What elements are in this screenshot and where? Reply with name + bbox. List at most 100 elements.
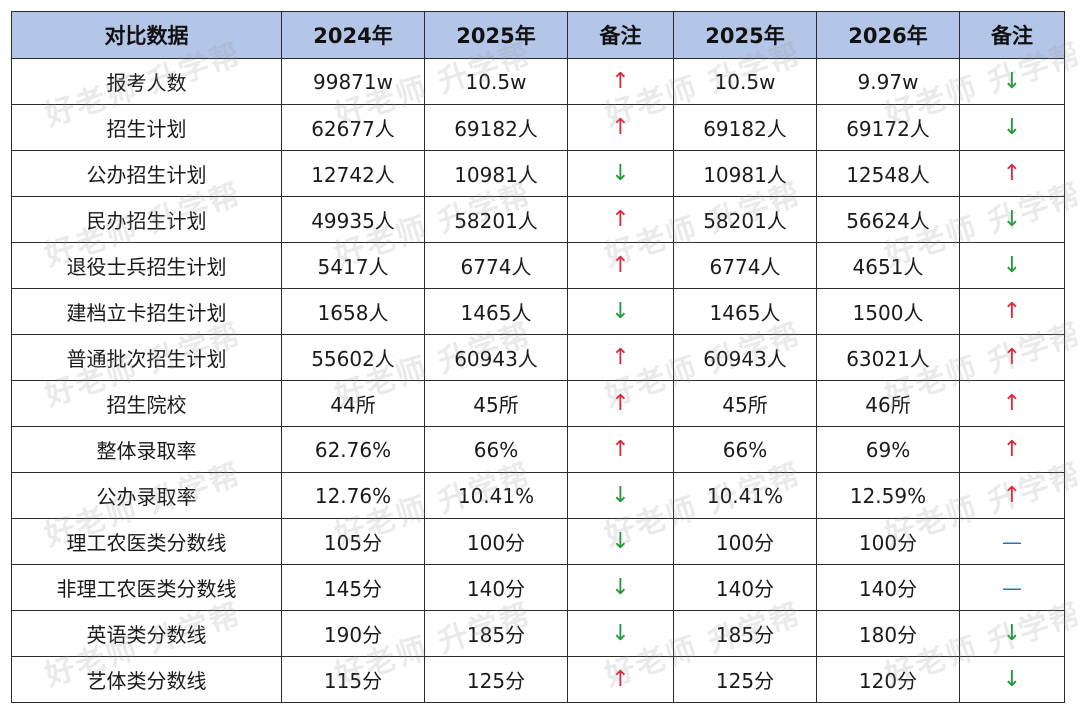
- table-row: 退役士兵招生计划 5417人 6774人 ↑ 6774人 4651人 ↓: [11, 242, 1065, 289]
- note-cell: ↓: [567, 610, 674, 657]
- note-cell: ↓: [567, 288, 674, 335]
- value-2026-cell: 69%: [816, 426, 960, 473]
- value-2024-cell: 99871w: [281, 58, 425, 105]
- table-row: 民办招生计划 49935人 58201人 ↑ 58201人 56624人 ↓: [11, 196, 1065, 243]
- value-2025-cell: 60943人: [424, 334, 568, 381]
- arrow-up-icon: ↑: [1002, 161, 1022, 186]
- value-2026-cell: 9.97w: [816, 58, 960, 105]
- header-cell-2025: 2025年: [673, 11, 817, 59]
- value-2024-cell: 44所: [281, 380, 425, 427]
- table-row: 非理工农医类分数线 145分 140分 ↓ 140分 140分 —: [11, 564, 1065, 611]
- note-cell: ↑: [567, 656, 674, 703]
- arrow-down-icon: ↓: [611, 575, 630, 600]
- value-2026-cell: 4651人: [816, 242, 960, 289]
- arrow-down-icon: ↓: [1002, 207, 1022, 232]
- arrow-up-icon: ↑: [611, 115, 630, 140]
- table-row: 报考人数 99871w 10.5w ↑ 10.5w 9.97w ↓: [11, 58, 1065, 105]
- value-2025-cell: 66%: [673, 426, 817, 473]
- note-cell: ↑: [959, 334, 1065, 381]
- header-cell-2024: 2024年: [281, 11, 425, 59]
- value-2026-cell: 56624人: [816, 196, 960, 243]
- dash-icon: —: [1002, 529, 1022, 554]
- arrow-down-icon: ↓: [1002, 621, 1022, 646]
- arrow-down-icon: ↓: [611, 483, 630, 508]
- value-2026-cell: 46所: [816, 380, 960, 427]
- value-2025-cell: 45所: [424, 380, 568, 427]
- value-2025-cell: 1465人: [424, 288, 568, 335]
- value-2024-cell: 145分: [281, 564, 425, 611]
- value-2026-cell: 120分: [816, 656, 960, 703]
- arrow-up-icon: ↑: [1002, 391, 1022, 416]
- note-cell: ↓: [567, 564, 674, 611]
- value-2024-cell: 105分: [281, 518, 425, 565]
- header-cell-2026: 2026年: [816, 11, 960, 59]
- value-2025-cell: 100分: [424, 518, 568, 565]
- value-2024-cell: 5417人: [281, 242, 425, 289]
- note-cell: ↑: [567, 380, 674, 427]
- row-label-cell: 整体录取率: [11, 426, 282, 473]
- value-2025-cell: 185分: [673, 610, 817, 657]
- note-cell: ↓: [959, 196, 1065, 243]
- note-cell: ↓: [959, 656, 1065, 703]
- arrow-down-icon: ↓: [1002, 115, 1022, 140]
- arrow-down-icon: ↓: [1002, 667, 1022, 692]
- dash-icon: —: [1002, 575, 1022, 600]
- value-2025-cell: 60943人: [673, 334, 817, 381]
- arrow-up-icon: ↑: [611, 391, 630, 416]
- table-row: 英语类分数线 190分 185分 ↓ 185分 180分 ↓: [11, 610, 1065, 657]
- value-2025-cell: 10981人: [424, 150, 568, 197]
- row-label-cell: 招生院校: [11, 380, 282, 427]
- note-cell: ↑: [567, 334, 674, 381]
- note-cell: ↑: [959, 472, 1065, 519]
- arrow-up-icon: ↑: [611, 437, 630, 462]
- value-2025-cell: 6774人: [673, 242, 817, 289]
- header-cell-2025: 2025年: [424, 11, 568, 59]
- row-label-cell: 英语类分数线: [11, 610, 282, 657]
- arrow-down-icon: ↓: [611, 529, 630, 554]
- value-2024-cell: 12.76%: [281, 472, 425, 519]
- arrow-up-icon: ↑: [1002, 483, 1022, 508]
- note-cell: ↑: [567, 242, 674, 289]
- row-label-cell: 公办招生计划: [11, 150, 282, 197]
- value-2025-cell: 10.5w: [673, 58, 817, 105]
- value-2025-cell: 58201人: [424, 196, 568, 243]
- note-cell: ↓: [959, 610, 1065, 657]
- value-2025-cell: 10981人: [673, 150, 817, 197]
- row-label-cell: 非理工农医类分数线: [11, 564, 282, 611]
- table-row: 招生院校 44所 45所 ↑ 45所 46所 ↑: [11, 380, 1065, 427]
- arrow-up-icon: ↑: [611, 345, 630, 370]
- note-cell: ↓: [959, 104, 1065, 151]
- row-label-cell: 民办招生计划: [11, 196, 282, 243]
- arrow-up-icon: ↑: [1002, 437, 1022, 462]
- row-label-cell: 理工农医类分数线: [11, 518, 282, 565]
- value-2025-cell: 125分: [424, 656, 568, 703]
- table-row: 公办招生计划 12742人 10981人 ↓ 10981人 12548人 ↑: [11, 150, 1065, 197]
- note-cell: ↑: [959, 288, 1065, 335]
- note-cell: ↓: [567, 518, 674, 565]
- value-2025-cell: 10.5w: [424, 58, 568, 105]
- value-2026-cell: 69172人: [816, 104, 960, 151]
- value-2025-cell: 1465人: [673, 288, 817, 335]
- note-cell: ↓: [959, 58, 1065, 105]
- value-2024-cell: 190分: [281, 610, 425, 657]
- note-cell: ↑: [959, 426, 1065, 473]
- arrow-up-icon: ↑: [611, 667, 630, 692]
- value-2025-cell: 140分: [673, 564, 817, 611]
- value-2026-cell: 12548人: [816, 150, 960, 197]
- table-row: 公办录取率 12.76% 10.41% ↓ 10.41% 12.59% ↑: [11, 472, 1065, 519]
- value-2025-cell: 185分: [424, 610, 568, 657]
- value-2024-cell: 55602人: [281, 334, 425, 381]
- arrow-up-icon: ↑: [611, 69, 630, 94]
- header-cell-note: 备注: [959, 11, 1065, 59]
- value-2025-cell: 10.41%: [424, 472, 568, 519]
- table-row: 整体录取率 62.76% 66% ↑ 66% 69% ↑: [11, 426, 1065, 473]
- arrow-down-icon: ↓: [1002, 253, 1022, 278]
- value-2026-cell: 100分: [816, 518, 960, 565]
- note-cell: ↓: [567, 150, 674, 197]
- value-2025-cell: 58201人: [673, 196, 817, 243]
- table-row: 艺体类分数线 115分 125分 ↑ 125分 120分 ↓: [11, 656, 1065, 703]
- row-label-cell: 退役士兵招生计划: [11, 242, 282, 289]
- value-2025-cell: 125分: [673, 656, 817, 703]
- table-row: 普通批次招生计划 55602人 60943人 ↑ 60943人 63021人 ↑: [11, 334, 1065, 381]
- header-row: 对比数据 2024年 2025年 备注 2025年 2026年 备注: [11, 11, 1065, 59]
